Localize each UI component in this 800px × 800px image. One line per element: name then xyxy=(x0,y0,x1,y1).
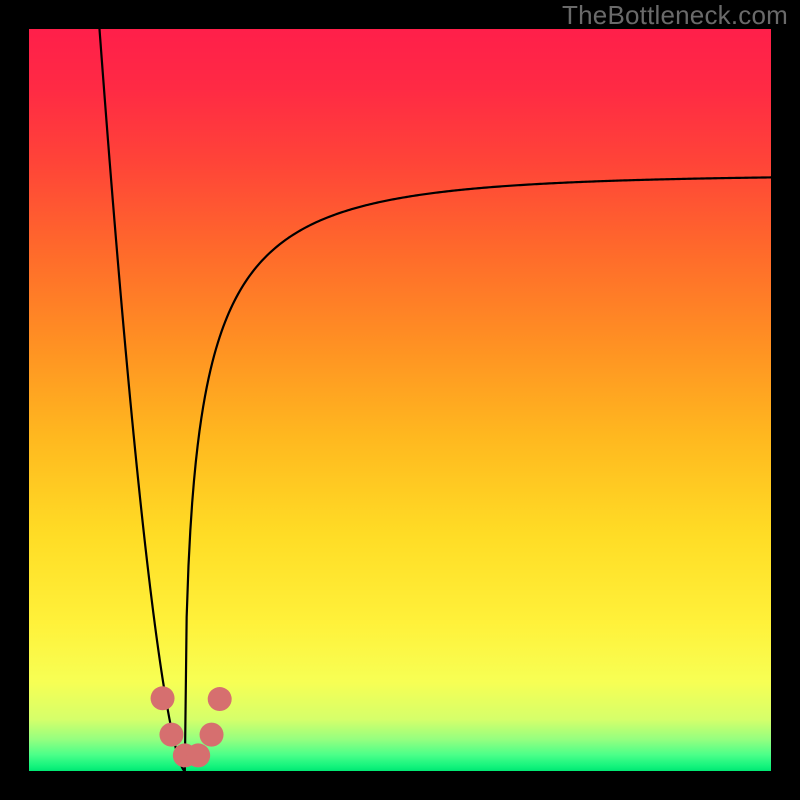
marker-point xyxy=(186,743,210,767)
marker-point xyxy=(151,686,175,710)
chart-container: TheBottleneck.com xyxy=(0,0,800,800)
plot-background-gradient xyxy=(29,29,771,771)
marker-point xyxy=(208,687,232,711)
marker-point xyxy=(200,723,224,747)
bottleneck-curve-chart xyxy=(0,0,800,800)
watermark-text: TheBottleneck.com xyxy=(562,0,788,31)
marker-point xyxy=(159,723,183,747)
